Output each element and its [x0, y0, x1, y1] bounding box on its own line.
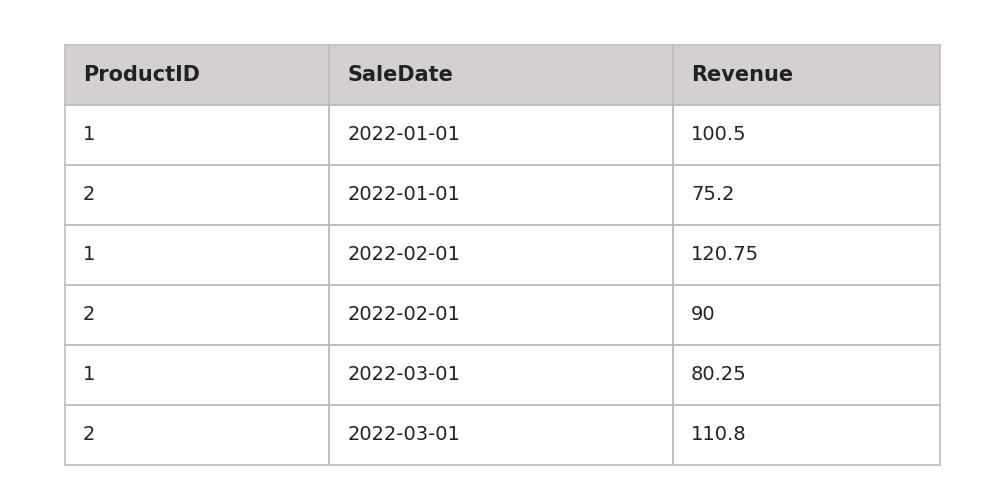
Bar: [65, 225, 329, 285]
Text: 2022-03-01: 2022-03-01: [347, 426, 460, 444]
Text: 1: 1: [83, 126, 95, 144]
Text: 110.8: 110.8: [691, 426, 747, 444]
Text: 75.2: 75.2: [691, 186, 735, 204]
Text: 2022-01-01: 2022-01-01: [347, 186, 460, 204]
Text: 90: 90: [691, 306, 716, 324]
Bar: [673, 45, 940, 105]
Bar: [673, 285, 940, 345]
Bar: [673, 345, 940, 405]
Bar: [673, 105, 940, 165]
Text: 2: 2: [83, 306, 95, 324]
Bar: [65, 345, 329, 405]
Text: 80.25: 80.25: [691, 366, 747, 384]
Bar: [329, 105, 673, 165]
Bar: [65, 405, 329, 465]
Bar: [65, 165, 329, 225]
Bar: [329, 345, 673, 405]
Text: Revenue: Revenue: [691, 65, 793, 85]
Text: 100.5: 100.5: [691, 126, 747, 144]
Text: 120.75: 120.75: [691, 246, 759, 264]
Bar: [329, 165, 673, 225]
Bar: [329, 405, 673, 465]
Text: 1: 1: [83, 366, 95, 384]
Text: 2022-03-01: 2022-03-01: [347, 366, 460, 384]
Bar: [673, 165, 940, 225]
Bar: [65, 285, 329, 345]
Text: 2022-02-01: 2022-02-01: [347, 246, 460, 264]
Bar: [329, 45, 673, 105]
Text: 1: 1: [83, 246, 95, 264]
Text: 2: 2: [83, 186, 95, 204]
Bar: [65, 45, 329, 105]
Text: SaleDate: SaleDate: [347, 65, 453, 85]
Bar: [329, 225, 673, 285]
Bar: [673, 405, 940, 465]
Text: 2022-01-01: 2022-01-01: [347, 126, 460, 144]
Bar: [329, 285, 673, 345]
Text: 2022-02-01: 2022-02-01: [347, 306, 460, 324]
Bar: [673, 225, 940, 285]
Text: ProductID: ProductID: [83, 65, 200, 85]
Text: 2: 2: [83, 426, 95, 444]
Bar: [65, 105, 329, 165]
